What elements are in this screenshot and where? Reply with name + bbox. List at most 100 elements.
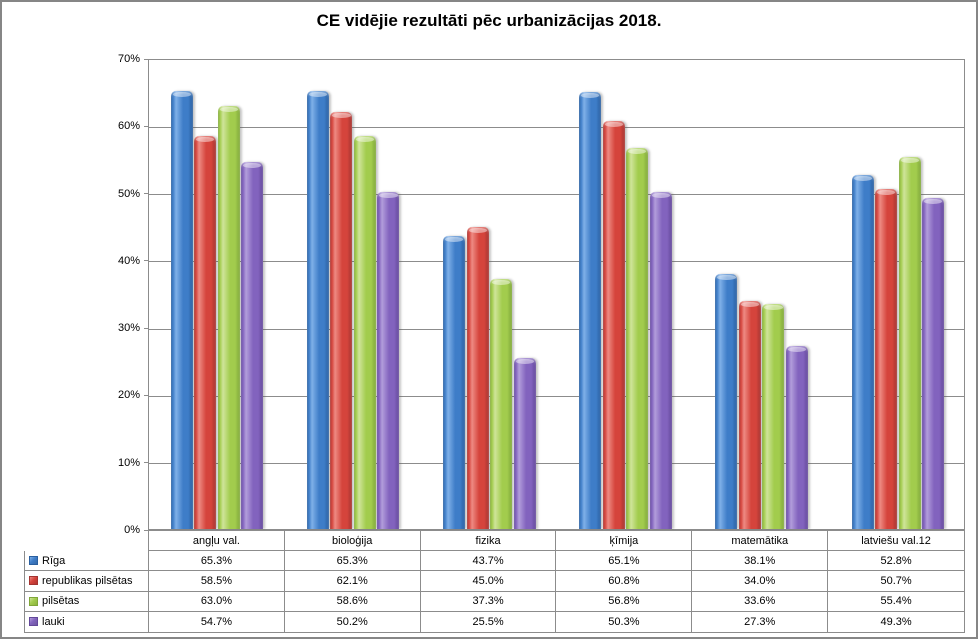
value-cell: 50.3% [556,611,693,632]
bar [513,358,536,529]
bar-top-highlight [219,107,238,113]
gridline [149,395,964,397]
legend-cell: Rīga [25,551,149,572]
bar [785,346,808,529]
value-cell: 52.8% [828,551,964,572]
bar-top-highlight [515,359,534,365]
value-cell: 33.6% [692,591,829,612]
bar [330,112,353,529]
value-cell: 49.3% [880,615,912,628]
bar-group [285,60,421,529]
bar-top-highlight [243,162,262,168]
bar [715,273,738,529]
bar [738,301,761,529]
legend-key-icon [29,617,38,627]
bar-top-highlight [355,136,375,142]
category-header-cell: matemātika [692,530,829,551]
bar [490,279,513,529]
bar-top-highlight [492,280,511,286]
y-tick-label: 20% [117,389,140,402]
bar-top-highlight [924,199,943,205]
bar-top-highlight [332,113,351,119]
bar [241,161,264,529]
bar-top-highlight [604,121,623,127]
bar-group [421,60,557,529]
bar-top-highlight [628,148,647,154]
bar-top-highlight [468,228,487,234]
value-cell: 58.5% [149,571,285,592]
bar-top-highlight [172,91,191,97]
legend-key-icon [29,556,38,566]
bar-top-highlight [196,137,215,143]
category-header-cell: angļu val. [149,530,285,551]
bar [649,191,672,529]
gridline [149,126,964,128]
value-cell: 54.7% [149,611,285,632]
y-tick-label: 60% [117,120,140,133]
bar [306,90,329,529]
value-cell: 50.2% [285,611,421,632]
y-tick-mark [144,394,148,396]
value-cell: 37.3% [420,591,557,612]
series-name: pilsētas [42,595,80,608]
value-cell: 65.3% [284,551,421,572]
bar [922,198,945,529]
gridline [149,328,964,330]
bar-top-highlight [717,274,736,280]
value-cell: 50.7% [828,571,964,592]
y-tick-mark [144,193,148,195]
legend-cell: lauki [25,611,149,632]
bar [875,188,898,529]
bar [579,91,602,529]
gridline [149,261,964,263]
bar-top-highlight [445,236,464,242]
bar [626,147,649,529]
value-cell: 55.4% [828,592,964,612]
chart-title: CE vidējie rezultāti pēc urbanizācijas 2… [316,11,662,30]
y-tick-label: 30% [117,322,140,335]
value-cell: 58.6% [284,591,421,612]
bar-top-highlight [651,192,670,198]
bar [377,192,400,529]
legend-key-icon [29,596,38,606]
bar [898,157,921,529]
bar-top-highlight [379,193,398,199]
value-cell: 34.0% [692,571,829,592]
y-tick-mark [144,125,148,127]
value-cell: 60.8% [556,571,693,592]
value-cell: 38.1% [692,551,829,572]
bar [466,227,489,529]
plot-area [148,59,965,530]
bar-top-highlight [853,175,872,181]
series-name: republikas pilsētas [42,574,133,587]
y-tick-mark [144,529,148,531]
category-header-cell: bioloģija [284,530,421,551]
series-name: lauki [42,615,65,628]
bar-top-highlight [740,302,760,308]
bar [353,135,376,529]
y-tick-label: 0% [124,524,140,536]
series-name: Rīga [42,554,66,567]
bar-group [694,60,830,529]
value-cell: 65.1% [556,551,693,572]
value-cell: 27.3% [692,611,829,632]
bar-top-highlight [764,304,783,310]
bar [762,303,785,529]
value-cell: 56.8% [556,591,693,612]
category-header-cell: latviešu val.12 [828,530,964,551]
y-tick-mark [144,327,148,329]
value-cell: 45.0% [420,571,557,592]
bar [443,235,466,529]
value-cell: 63.0% [149,591,285,612]
value-cell: 65.3% [149,551,285,572]
gridline [149,463,964,465]
bar-top-highlight [787,347,807,353]
category-header-cell: ķīmija [556,530,693,551]
legend-cell: pilsētas [25,591,149,612]
bar-group [558,60,694,529]
bar [194,136,217,529]
bar-group [149,60,285,529]
bar [217,106,240,529]
bar [602,120,625,529]
